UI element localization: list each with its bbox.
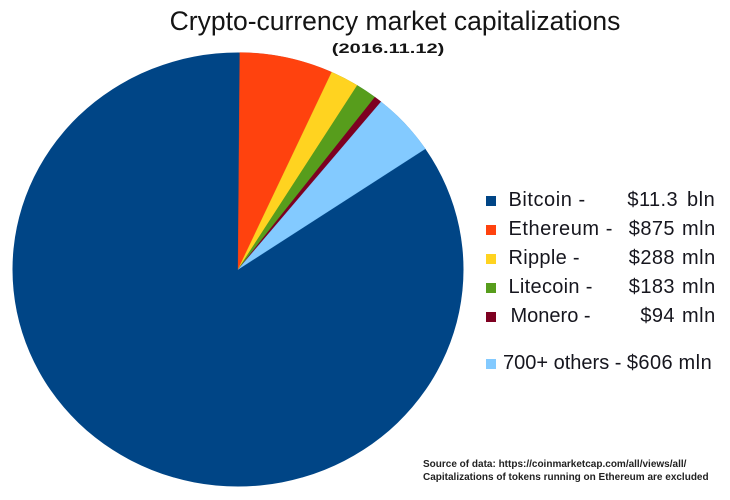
svg-text:(2016.11.12): (2016.11.12) — [332, 40, 445, 56]
